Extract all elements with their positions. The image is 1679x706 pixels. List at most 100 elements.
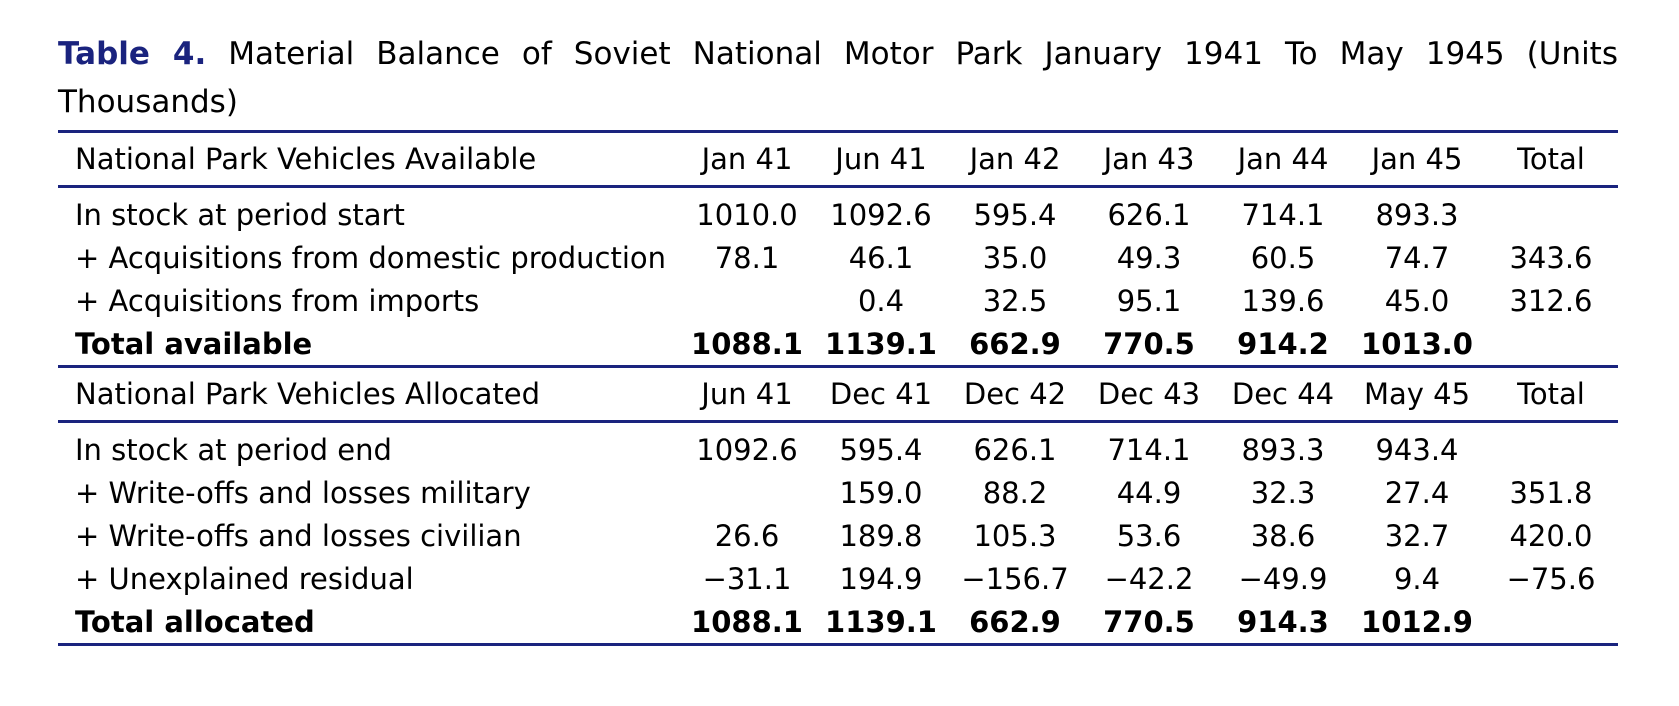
table-cell: 159.0 — [839, 475, 923, 510]
table-cell: 38.6 — [1250, 518, 1316, 553]
table-cell: 312.6 — [1509, 283, 1593, 318]
table-row: In stock at period end 1092.6 595.4 626.… — [58, 422, 1618, 472]
available-header-row: National Park Vehicles Available Jan 41 … — [58, 130, 1618, 188]
total-allocated-row: Total allocated 1088.1 1139.1 662.9 770.… — [58, 600, 1618, 646]
table-cell: 32.3 — [1250, 475, 1316, 510]
column-header: Dec 43 — [1082, 365, 1216, 423]
table-caption: Table 4. Material Balance of Soviet Nati… — [58, 30, 1618, 126]
table-cell — [1484, 600, 1618, 646]
table-cell: 1088.1 — [691, 326, 803, 361]
table-cell: 1092.6 — [830, 197, 932, 232]
table-cell: 74.7 — [1384, 240, 1450, 275]
table-cell: 626.1 — [1107, 197, 1191, 232]
table-number: Table 4. — [58, 36, 207, 72]
table-cell: 9.4 — [1393, 561, 1441, 596]
row-label: + Write-offs and losses civilian — [75, 518, 522, 553]
table-cell — [1484, 422, 1618, 472]
table-row: In stock at period start 1010.0 1092.6 5… — [58, 187, 1618, 237]
table-cell: 32.5 — [982, 283, 1048, 318]
row-label: + Write-offs and losses military — [75, 475, 531, 510]
table-cell: 27.4 — [1384, 475, 1450, 510]
table-cell: 943.4 — [1375, 432, 1459, 467]
table-cell: 626.1 — [973, 432, 1057, 467]
row-label: + Unexplained residual — [75, 561, 414, 596]
table-cell: 32.7 — [1384, 518, 1450, 553]
table-cell: 595.4 — [973, 197, 1057, 232]
table-cell: 893.3 — [1241, 432, 1325, 467]
table-cell: 662.9 — [948, 600, 1082, 646]
table-cell: 595.4 — [839, 432, 923, 467]
total-available-row: Total available 1088.1 1139.1 662.9 770.… — [58, 322, 1618, 367]
column-header: Dec 42 — [948, 365, 1082, 423]
table-cell: 78.1 — [714, 240, 780, 275]
table-cell: 49.3 — [1116, 240, 1182, 275]
table-cell — [680, 471, 814, 514]
table-cell — [680, 279, 814, 322]
table-cell: 714.1 — [1107, 432, 1191, 467]
table-cell: 351.8 — [1509, 475, 1593, 510]
column-header: Jun 41 — [680, 365, 814, 423]
table-cell: 914.2 — [1237, 326, 1329, 361]
table-cell: −42.2 — [1104, 561, 1194, 596]
table-cell: 0.4 — [857, 283, 905, 318]
table-cell — [1484, 322, 1618, 367]
table-cell: 1013.0 — [1361, 326, 1473, 361]
row-label: Total available — [75, 326, 313, 361]
allocated-header-row: National Park Vehicles Allocated Jun 41 … — [58, 365, 1618, 423]
column-header: Dec 41 — [814, 365, 948, 423]
table-cell: 53.6 — [1116, 518, 1182, 553]
table-row: + Write-offs and losses civilian 26.6 18… — [58, 514, 1618, 557]
table-cell: 88.2 — [982, 475, 1048, 510]
table-cell: 189.8 — [839, 518, 923, 553]
table-cell: 1092.6 — [696, 432, 798, 467]
row-label: In stock at period start — [75, 197, 405, 232]
table-cell: 1139.1 — [814, 600, 948, 646]
column-header: Jan 41 — [680, 130, 814, 188]
table-cell: 60.5 — [1250, 240, 1316, 275]
table-cell: 46.1 — [848, 240, 914, 275]
table-cell: −75.6 — [1506, 561, 1596, 596]
table-cell: 770.5 — [1103, 326, 1195, 361]
column-header-total: Total — [1484, 130, 1618, 188]
table-cell: −156.7 — [961, 561, 1069, 596]
table-cell: 35.0 — [982, 240, 1048, 275]
column-header: Jan 45 — [1350, 130, 1484, 188]
section-header-label: National Park Vehicles Available — [58, 130, 680, 188]
table-cell: 1010.0 — [696, 197, 798, 232]
table-cell — [1484, 187, 1618, 237]
column-header: Jan 43 — [1082, 130, 1216, 188]
table-cell: 343.6 — [1509, 240, 1593, 275]
column-header: May 45 — [1350, 365, 1484, 423]
table-cell: 1012.9 — [1350, 600, 1484, 646]
row-label: + Acquisitions from imports — [75, 283, 480, 318]
table-cell: 1088.1 — [680, 600, 814, 646]
table-row: + Write-offs and losses military 159.0 8… — [58, 471, 1618, 514]
column-header-total: Total — [1484, 365, 1618, 423]
table-cell: 44.9 — [1116, 475, 1182, 510]
table-cell: 26.6 — [714, 518, 780, 553]
row-label: Total allocated — [58, 600, 680, 646]
table-cell: 893.3 — [1375, 197, 1459, 232]
column-header: Dec 44 — [1216, 365, 1350, 423]
table-cell: 770.5 — [1082, 600, 1216, 646]
table-row: + Acquisitions from domestic production … — [58, 236, 1618, 279]
column-header: Jan 44 — [1216, 130, 1350, 188]
table-cell: 45.0 — [1384, 283, 1450, 318]
table-cell: 95.1 — [1116, 283, 1182, 318]
column-header: Jun 41 — [814, 130, 948, 188]
table-cell: 1139.1 — [825, 326, 937, 361]
table-cell: 662.9 — [969, 326, 1061, 361]
table-cell: 914.3 — [1216, 600, 1350, 646]
table-cell: 105.3 — [973, 518, 1057, 553]
table-cell: 420.0 — [1509, 518, 1593, 553]
row-label: + Acquisitions from domestic production — [75, 240, 667, 275]
table-row: + Unexplained residual −31.1 194.9 −156.… — [58, 557, 1618, 600]
table-row: + Acquisitions from imports 0.4 32.5 95.… — [58, 279, 1618, 322]
table-cell: −49.9 — [1238, 561, 1328, 596]
column-header: Jan 42 — [948, 130, 1082, 188]
row-label: In stock at period end — [75, 432, 392, 467]
section-header-label: National Park Vehicles Allocated — [58, 365, 680, 423]
table-cell: 194.9 — [839, 561, 923, 596]
table-cell: −31.1 — [702, 561, 792, 596]
